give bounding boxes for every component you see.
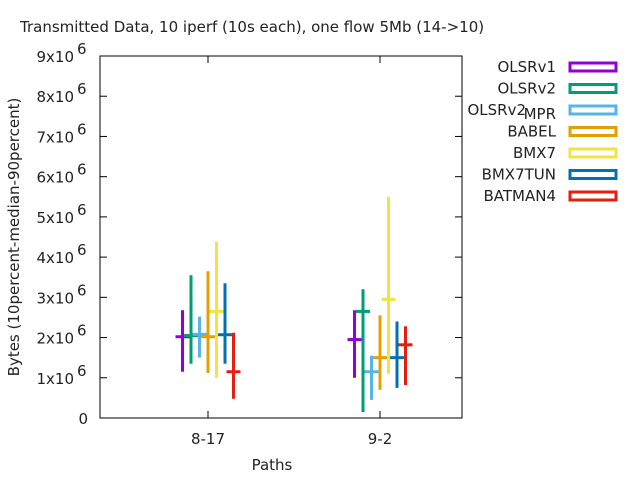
y-tick-exponent: 6 [77, 161, 87, 179]
legend-swatch [568, 126, 618, 137]
legend-label: BATMAN4 [483, 187, 556, 205]
y-tick-label: 8x10 [36, 88, 74, 106]
legend-label: BMX7TUN [482, 166, 556, 184]
legend-label: OLSRv2 [497, 80, 556, 98]
x-axis-label: Paths [252, 456, 293, 474]
legend-swatch [568, 83, 618, 94]
legend-subscript: MPR [524, 105, 556, 123]
legend-swatch [568, 190, 618, 202]
x-ticks: 8-17 9-2 [191, 56, 392, 448]
y-axis-label: Bytes (10percent-median-90percent) [5, 98, 23, 377]
legend-label: OLSRv1 [497, 58, 556, 76]
legend-swatch [568, 169, 618, 180]
y-tick-exponent: 6 [77, 241, 87, 259]
y-tick-label: 5x10 [36, 209, 74, 227]
x-tick-label: 8-17 [191, 430, 225, 448]
legend-swatch [568, 61, 618, 73]
y-tick-label: 9x10 [36, 48, 74, 66]
y-tick-label: 7x10 [36, 128, 74, 146]
y-tick-label: 2x10 [36, 330, 74, 348]
legend: OLSRv1OLSRv2OLSRv2MPRBABELBMX7BMX7TUNBAT… [467, 58, 618, 205]
y-tick-exponent: 6 [77, 281, 87, 299]
y-tick-label: 3x10 [36, 289, 74, 307]
chart-title: Transmitted Data, 10 iperf (10s each), o… [19, 18, 484, 36]
data-marks [175, 196, 413, 412]
y-tick-label: 1x10 [36, 370, 74, 388]
legend-swatch [568, 104, 618, 116]
y-tick-label: 4x10 [36, 249, 74, 267]
y-tick-label: 6x10 [36, 169, 74, 187]
y-tick-exponent: 6 [77, 40, 87, 58]
y-tick-label: 0 [78, 410, 88, 428]
legend-label: BMX7 [513, 144, 556, 162]
plot-area-frame [99, 55, 463, 419]
y-tick-exponent: 6 [77, 362, 87, 380]
x-tick-label: 9-2 [368, 430, 393, 448]
y-tick-exponent: 6 [77, 80, 87, 98]
legend-label: OLSRv2 [467, 101, 526, 119]
y-tick-exponent: 6 [77, 322, 87, 340]
legend-label: BABEL [507, 123, 556, 141]
legend-swatch [568, 147, 618, 159]
y-tick-exponent: 6 [77, 201, 87, 219]
y-tick-exponent: 6 [77, 120, 87, 138]
